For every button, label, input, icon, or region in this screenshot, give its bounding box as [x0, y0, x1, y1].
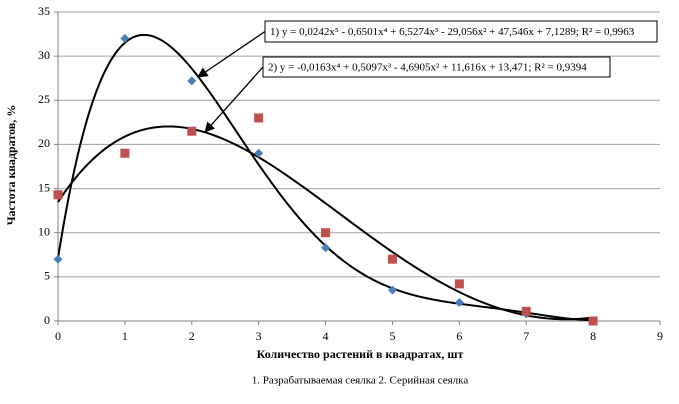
- point: [187, 76, 197, 86]
- arrow: [204, 66, 264, 133]
- point: [321, 243, 331, 253]
- x-tick-label: 0: [55, 329, 61, 343]
- annotation-box: [264, 20, 658, 43]
- arrow: [197, 30, 266, 78]
- x-tick-label: 6: [456, 329, 462, 343]
- x-axis-title: Количество растений в квадратах, шт: [257, 347, 464, 361]
- x-tick-label: 7: [523, 329, 529, 343]
- y-tick-label: 20: [38, 136, 50, 150]
- x-tick-label: 3: [256, 329, 262, 343]
- x-tick-label: 1: [122, 329, 128, 343]
- y-tick-label: 5: [44, 269, 50, 283]
- x-tick-label: 2: [189, 329, 195, 343]
- y-tick-label: 15: [38, 180, 50, 194]
- point: [254, 113, 264, 123]
- y-axis-title: Частота квадратов, %: [4, 105, 18, 226]
- x-tick-label: 8: [590, 329, 596, 343]
- trendline: [57, 125, 594, 321]
- x-tick-label: 4: [323, 329, 329, 343]
- x-tick-label: 9: [657, 329, 663, 343]
- point: [187, 126, 197, 136]
- point: [53, 254, 63, 264]
- point: [454, 297, 464, 307]
- point: [321, 228, 331, 238]
- y-tick-label: 0: [44, 313, 50, 327]
- point: [120, 148, 130, 158]
- point: [454, 279, 464, 289]
- point: [120, 33, 130, 43]
- point: [387, 254, 397, 264]
- trendline-equation: 2) y = -0,0163x⁴ + 0,5097x³ - 4,6905x² +…: [268, 62, 587, 74]
- point: [521, 306, 531, 316]
- x-tick-label: 5: [389, 329, 395, 343]
- point: [53, 190, 63, 200]
- y-tick-label: 10: [38, 224, 50, 238]
- point: [588, 316, 598, 326]
- y-tick-label: 30: [38, 48, 50, 62]
- y-tick-label: 25: [38, 92, 50, 106]
- y-tick-label: 35: [38, 4, 50, 18]
- annotation-box: [262, 56, 611, 78]
- trendline-equation: 1) y = 0,0242x⁵ - 0,6501x⁴ + 6,5274x³ - …: [270, 26, 635, 38]
- point: [387, 285, 397, 295]
- caption: 1. Разрабатываемая сеялка 2. Серийная се…: [252, 375, 469, 387]
- point: [254, 148, 264, 158]
